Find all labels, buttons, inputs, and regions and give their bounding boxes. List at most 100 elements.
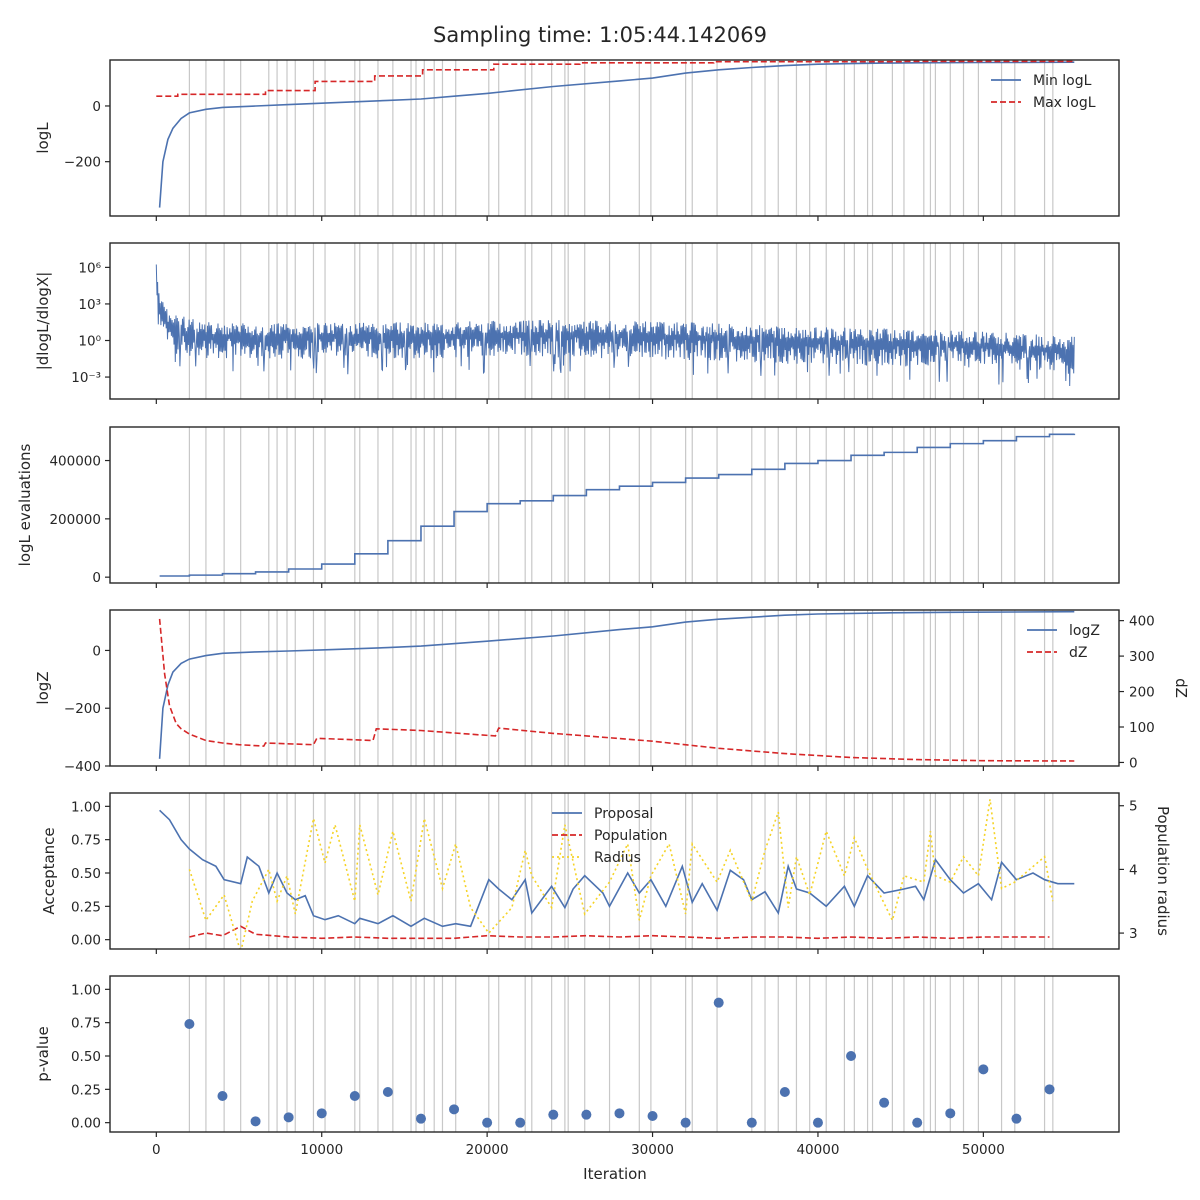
scatter-point: [382, 1087, 393, 1097]
y-tick-label: 1.00: [71, 799, 101, 815]
figure-title: Sampling time: 1:05:44.142069: [433, 23, 767, 47]
x-tick-label: 10000: [300, 1142, 343, 1158]
y2-axis-label: dZ: [1172, 678, 1190, 698]
series-min-logl: [158, 61, 1075, 208]
scatter-point: [680, 1117, 691, 1128]
scatter-point: [779, 1087, 790, 1097]
scatter-point: [945, 1108, 956, 1119]
scatter-point: [647, 1111, 658, 1121]
scatter-point: [581, 1109, 592, 1120]
scatter-point: [515, 1117, 526, 1128]
insertion-markers: [188, 243, 1054, 399]
plot-area: [155, 264, 1075, 387]
series-3-1: [159, 433, 1076, 577]
series-dz: [158, 618, 1075, 762]
legend-label: Radius: [594, 850, 641, 866]
series-2-1: [155, 264, 1075, 387]
y-tick-label: 0.50: [71, 866, 101, 882]
axes-frame: [109, 792, 1120, 950]
y-tick-label: 0.75: [71, 833, 101, 849]
legend: Min logL Max logL: [991, 73, 1096, 111]
scatter-point: [713, 997, 724, 1008]
y-tick-label: −200: [64, 155, 101, 171]
scatter-point: [415, 1113, 426, 1124]
series-max-logl: [156, 60, 1075, 97]
scatter-point: [217, 1091, 228, 1101]
y-axis-label: logZ: [34, 671, 52, 704]
series-logz: [158, 610, 1075, 759]
y2-tick-label: 0: [1129, 755, 1138, 771]
legend-label: Proposal: [594, 806, 653, 822]
scatter-point: [449, 1104, 460, 1115]
subplot-4: 0 −200 −400 logZ 400 300 200 100 0 dZ logZ dZ: [34, 609, 1190, 775]
scatter-point: [1011, 1113, 1022, 1124]
legend-label: dZ: [1069, 645, 1087, 661]
y-tick-label: 10³: [78, 297, 101, 313]
scatter-point: [812, 1117, 823, 1128]
plot-area: [184, 997, 1055, 1128]
scatter-point: [912, 1117, 923, 1128]
y2-tick-label: 4: [1129, 862, 1138, 878]
y-axis-label: logL evaluations: [16, 443, 34, 566]
y-tick-label: 0: [92, 570, 101, 586]
series-proposal: [159, 809, 1075, 928]
legend-label: Population: [594, 828, 668, 844]
scatter-point: [316, 1108, 327, 1119]
plot-area: [159, 799, 1075, 949]
y-axis-label: Acceptance: [40, 827, 58, 914]
subplot-3: 400000 200000 0 logL evaluations: [16, 426, 1120, 588]
insertion-markers: [188, 427, 1054, 583]
plot-area: [159, 433, 1076, 577]
subplots: 0 −200 logL Min logL Max logL 10⁶ 10³ 10⁰ 10⁻³ |d…: [16, 59, 1190, 1158]
x-tick-label: 0: [152, 1142, 161, 1158]
x-tick-label: 30000: [631, 1142, 674, 1158]
y-tick-label: 1.00: [71, 982, 101, 998]
axes-frame: [109, 59, 1120, 217]
y-axis-label: |dlogL/dlogX|: [34, 272, 52, 371]
subplot-5: 1.00 0.75 0.50 0.25 0.00 Acceptance 5 4 3 Populat…: [40, 792, 1172, 954]
y-tick-label: 0.00: [71, 933, 101, 949]
scatter-point: [614, 1108, 625, 1119]
x-tick-label: 50000: [962, 1142, 1005, 1158]
x-tick-label: 20000: [466, 1142, 509, 1158]
x-axis-label: Iteration: [583, 1165, 647, 1183]
subplot-2: 10⁶ 10³ 10⁰ 10⁻³ |dlogL/dlogX|: [34, 242, 1120, 404]
y-tick-label: 10⁰: [78, 334, 101, 350]
y-axis-label: p-value: [34, 1026, 52, 1082]
series-population: [189, 925, 1050, 940]
scatter-point: [250, 1116, 261, 1127]
y-tick-label: 0.25: [71, 899, 101, 915]
legend: logZ dZ: [1027, 623, 1100, 661]
scatter-point: [978, 1064, 989, 1075]
y-tick-label: 400000: [49, 454, 101, 470]
y-tick-label: −200: [64, 701, 101, 717]
insertion-markers: [188, 976, 1054, 1132]
y-tick-label: 0.50: [71, 1049, 101, 1065]
axes-frame: [109, 609, 1120, 767]
subplot-6: 0 10000 20000 30000 40000 50000 1.00 0.75 0.50 0.…: [34, 975, 1120, 1158]
scatter-point: [548, 1109, 559, 1120]
y-tick-label: 10⁶: [78, 260, 101, 276]
axes-frame: [109, 426, 1120, 584]
scatter-point: [283, 1112, 294, 1123]
y2-axis-label: Population radius: [1154, 806, 1172, 936]
plot-area: [156, 60, 1075, 208]
y-tick-label: 0: [92, 643, 101, 659]
plot-area: [158, 610, 1075, 762]
y2-tick-label: 300: [1129, 649, 1155, 665]
legend-label: Min logL: [1033, 73, 1092, 89]
insertion-markers: [188, 610, 1054, 766]
x-tick-label: 40000: [796, 1142, 839, 1158]
y-tick-label: 0.00: [71, 1116, 101, 1132]
y-tick-label: 0.75: [71, 1016, 101, 1032]
scatter-point: [349, 1091, 360, 1101]
scatter-point: [1044, 1084, 1055, 1095]
y2-tick-label: 100: [1129, 720, 1155, 736]
insertion-markers: [188, 60, 1054, 216]
y-tick-label: 0.25: [71, 1082, 101, 1098]
scatter-point: [184, 1019, 195, 1029]
y-tick-label: 10⁻³: [71, 370, 101, 386]
y-tick-label: −400: [64, 759, 101, 775]
y-axis-label: logL: [34, 122, 52, 154]
